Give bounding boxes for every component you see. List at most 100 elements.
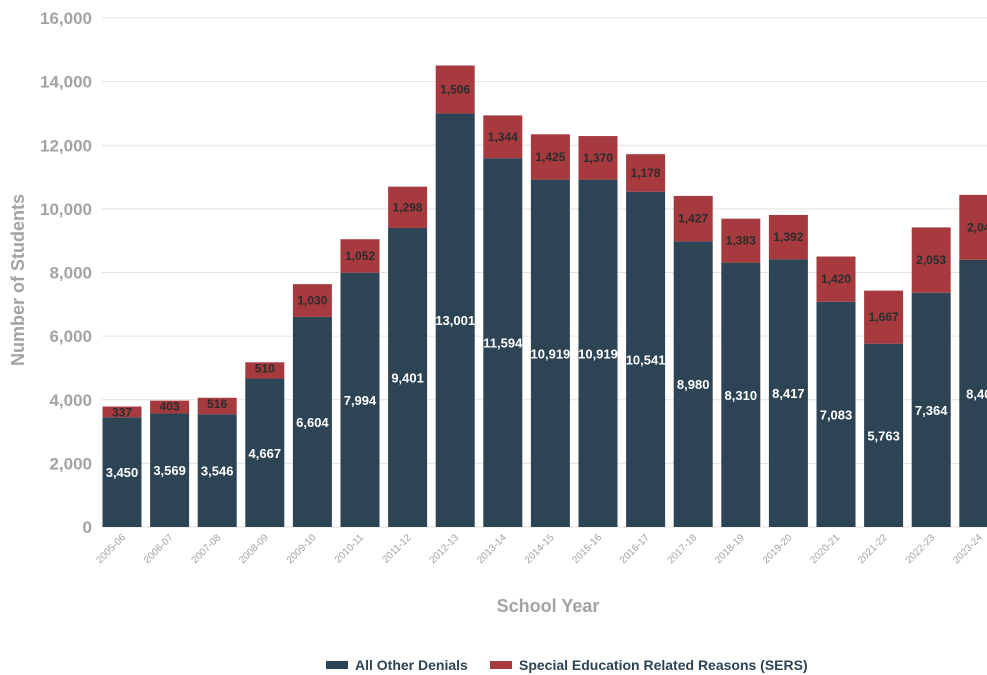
bar-sers	[102, 406, 142, 418]
bars: 3,450 337 3,569 403 3,546 516 4,667 510 6,604 1,0…	[102, 65, 987, 528]
bar-all-other-denials	[768, 259, 808, 527]
bar-all-other-denials	[578, 179, 618, 527]
data-label-sers: 1,667	[869, 310, 899, 324]
bar-all-other-denials	[150, 413, 190, 527]
bar-sers	[816, 256, 856, 302]
bar-all-other-denials	[816, 301, 856, 527]
x-tick-label: 2007-08	[190, 532, 224, 566]
x-tick-label: 2019-20	[761, 532, 795, 566]
bar-sers	[435, 65, 475, 114]
legend: All Other Denials Special Education Rela…	[326, 657, 808, 673]
x-tick-label: 2016-17	[618, 532, 652, 566]
data-label-sers: 2,053	[916, 253, 946, 267]
y-tick-label: 8,000	[49, 264, 92, 283]
bar-sers	[673, 195, 713, 242]
bar-all-other-denials	[911, 292, 951, 527]
x-tick-label: 2011-12	[381, 532, 415, 566]
bar-sers	[245, 362, 285, 379]
data-label-all-other-denials: 13,001	[435, 313, 475, 328]
data-label-sers: 1,370	[583, 151, 613, 165]
bar-all-other-denials	[197, 414, 237, 527]
bar-all-other-denials	[388, 227, 428, 527]
data-label-sers: 1,030	[297, 294, 327, 308]
data-label-sers: 510	[255, 361, 275, 375]
x-tick-label: 2012-13	[428, 532, 462, 566]
y-tick-label: 0	[83, 518, 92, 537]
y-axis-title: Number of Students	[8, 194, 28, 366]
x-tick-label: 2015-16	[570, 532, 604, 566]
legend-label-all-other-denials: All Other Denials	[355, 657, 468, 673]
bar-all-other-denials	[340, 272, 380, 527]
data-label-sers: 1,298	[393, 200, 423, 214]
data-label-all-other-denials: 3,546	[201, 464, 234, 479]
data-label-all-other-denials: 3,569	[153, 463, 186, 478]
bar-all-other-denials	[102, 417, 142, 527]
bar-all-other-denials	[530, 179, 570, 527]
x-tick-label: 2018-19	[713, 532, 747, 566]
bar-sers	[578, 136, 618, 180]
bar-sers	[864, 290, 904, 344]
data-label-all-other-denials: 8,417	[772, 386, 805, 401]
bar-all-other-denials	[245, 378, 285, 527]
data-label-sers: 403	[160, 400, 180, 414]
y-tick-label: 10,000	[40, 200, 92, 219]
bar-sers	[626, 154, 666, 192]
bar-all-other-denials	[673, 241, 713, 528]
legend-item-sers: Special Education Related Reasons (SERS)	[490, 657, 808, 673]
bar-sers	[388, 186, 428, 228]
x-axis-title: School Year	[497, 596, 600, 616]
data-label-all-other-denials: 9,401	[391, 370, 424, 385]
bar-sers	[150, 400, 190, 414]
y-tick-label: 12,000	[40, 136, 92, 155]
x-tick-label: 2006-07	[142, 532, 176, 566]
bar-all-other-denials	[721, 262, 761, 527]
data-label-sers: 516	[207, 397, 227, 411]
data-label-all-other-denials: 7,083	[820, 407, 853, 422]
data-label-all-other-denials: 8,980	[677, 377, 710, 392]
y-axis-ticks: 0 2,000 4,000 6,000 8,000 10,000 12,000 14,000 1…	[40, 9, 92, 537]
data-label-all-other-denials: 5,763	[867, 428, 900, 443]
bar-all-other-denials	[959, 259, 987, 527]
bar-sers	[530, 134, 570, 180]
data-label-all-other-denials: 3,450	[106, 465, 139, 480]
bar-sers	[292, 284, 332, 317]
data-label-sers: 1,427	[678, 212, 708, 226]
bar-sers	[483, 115, 523, 159]
data-label-sers: 1,392	[773, 230, 803, 244]
bar-all-other-denials	[435, 113, 475, 527]
x-tick-label: 2020-21	[808, 532, 842, 566]
data-label-all-other-denials: 4,667	[249, 446, 282, 461]
bar-sers	[197, 397, 237, 415]
x-tick-label: 2014-15	[523, 532, 557, 566]
x-tick-label: 2005-06	[94, 532, 128, 566]
bar-sers	[340, 239, 380, 273]
data-label-sers: 1,383	[726, 234, 756, 248]
legend-label-sers: Special Education Related Reasons (SERS)	[519, 657, 808, 673]
x-tick-label: 2009-10	[285, 532, 319, 566]
data-label-sers: 337	[112, 406, 132, 420]
x-tick-label: 2021-22	[856, 532, 890, 566]
legend-swatch-sers	[490, 661, 512, 669]
x-tick-label: 2008-09	[237, 532, 271, 566]
data-label-all-other-denials: 8,310	[725, 388, 758, 403]
legend-item-all-other-denials: All Other Denials	[326, 657, 468, 673]
data-label-sers: 1,052	[345, 249, 375, 263]
data-label-sers: 1,506	[440, 82, 470, 96]
bar-sers	[721, 218, 761, 263]
data-label-sers: 1,344	[488, 130, 518, 144]
data-label-all-other-denials: 10,919	[578, 346, 618, 361]
y-tick-label: 6,000	[49, 327, 92, 346]
bar-all-other-denials	[483, 158, 523, 527]
y-tick-label: 4,000	[49, 391, 92, 410]
x-tick-label: 2023-24	[951, 532, 985, 566]
legend-swatch-all-other-denials	[326, 661, 348, 669]
bar-sers	[911, 227, 951, 293]
x-tick-label: 2022-23	[904, 532, 938, 566]
bar-all-other-denials	[626, 191, 666, 528]
x-tick-label: 2013-14	[475, 532, 509, 566]
data-label-all-other-denials: 6,604	[296, 415, 329, 430]
data-label-all-other-denials: 7,364	[915, 403, 948, 418]
data-label-sers: 2,04	[967, 220, 987, 234]
data-label-all-other-denials: 8,40	[966, 386, 987, 401]
x-tick-label: 2010-11	[333, 532, 367, 566]
